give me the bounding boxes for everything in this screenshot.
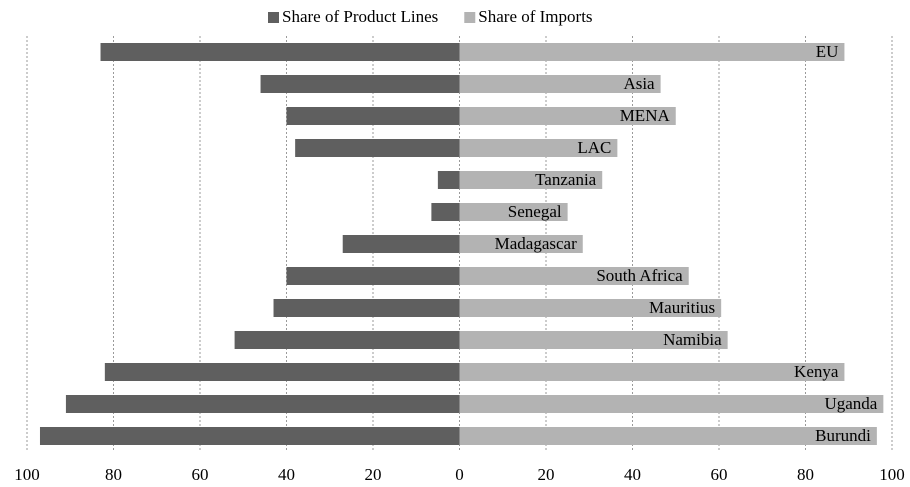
bar	[459, 75, 661, 93]
category-label: Senegal	[508, 202, 562, 221]
legend-swatch	[268, 12, 279, 23]
category-label: Tanzania	[535, 170, 597, 189]
x-tick-label: 60	[192, 465, 209, 484]
x-tick-label: 80	[797, 465, 814, 484]
bar	[431, 203, 460, 221]
bar	[459, 267, 689, 285]
category-label: Madagascar	[495, 234, 577, 253]
category-label: Kenya	[794, 362, 839, 381]
bar	[459, 203, 568, 221]
bar	[286, 267, 460, 285]
category-label: MENA	[620, 106, 671, 125]
category-label: Asia	[623, 74, 655, 93]
bar	[459, 395, 884, 413]
legend-label: Share of Imports	[478, 7, 592, 26]
bar	[459, 139, 618, 157]
bar	[459, 427, 877, 445]
bar	[273, 299, 460, 317]
x-tick-label: 20	[365, 465, 382, 484]
bar	[459, 43, 845, 61]
bar	[459, 171, 603, 189]
x-tick-label: 80	[105, 465, 122, 484]
category-label: Burundi	[815, 426, 871, 445]
x-tick-label: 100	[14, 465, 40, 484]
category-label: Namibia	[663, 330, 722, 349]
bar	[39, 427, 460, 445]
legend-swatch	[464, 12, 476, 23]
bar	[260, 75, 460, 93]
category-label: EU	[816, 42, 839, 61]
x-tick-label: 20	[538, 465, 555, 484]
x-tick-label: 0	[455, 465, 464, 484]
category-label: Mauritius	[649, 298, 715, 317]
x-tick-label: 60	[711, 465, 728, 484]
bar	[286, 107, 460, 125]
category-label: LAC	[577, 138, 611, 157]
category-label: Uganda	[824, 394, 877, 413]
bar	[295, 139, 460, 157]
x-tick-label: 40	[624, 465, 641, 484]
bar	[459, 363, 845, 381]
bar	[100, 43, 460, 61]
x-tick-label: 40	[278, 465, 295, 484]
bar	[437, 171, 460, 189]
bar	[459, 299, 722, 317]
category-label: South Africa	[596, 266, 683, 285]
bar	[459, 235, 583, 253]
bar	[234, 331, 460, 349]
bar	[459, 331, 728, 349]
bar	[342, 235, 460, 253]
legend: Share of Product Lines Share of Imports	[268, 7, 593, 26]
x-tick-label: 100	[879, 465, 905, 484]
bar	[104, 363, 460, 381]
bar	[459, 107, 676, 125]
legend-label: Share of Product Lines	[282, 7, 438, 26]
bar	[65, 395, 460, 413]
